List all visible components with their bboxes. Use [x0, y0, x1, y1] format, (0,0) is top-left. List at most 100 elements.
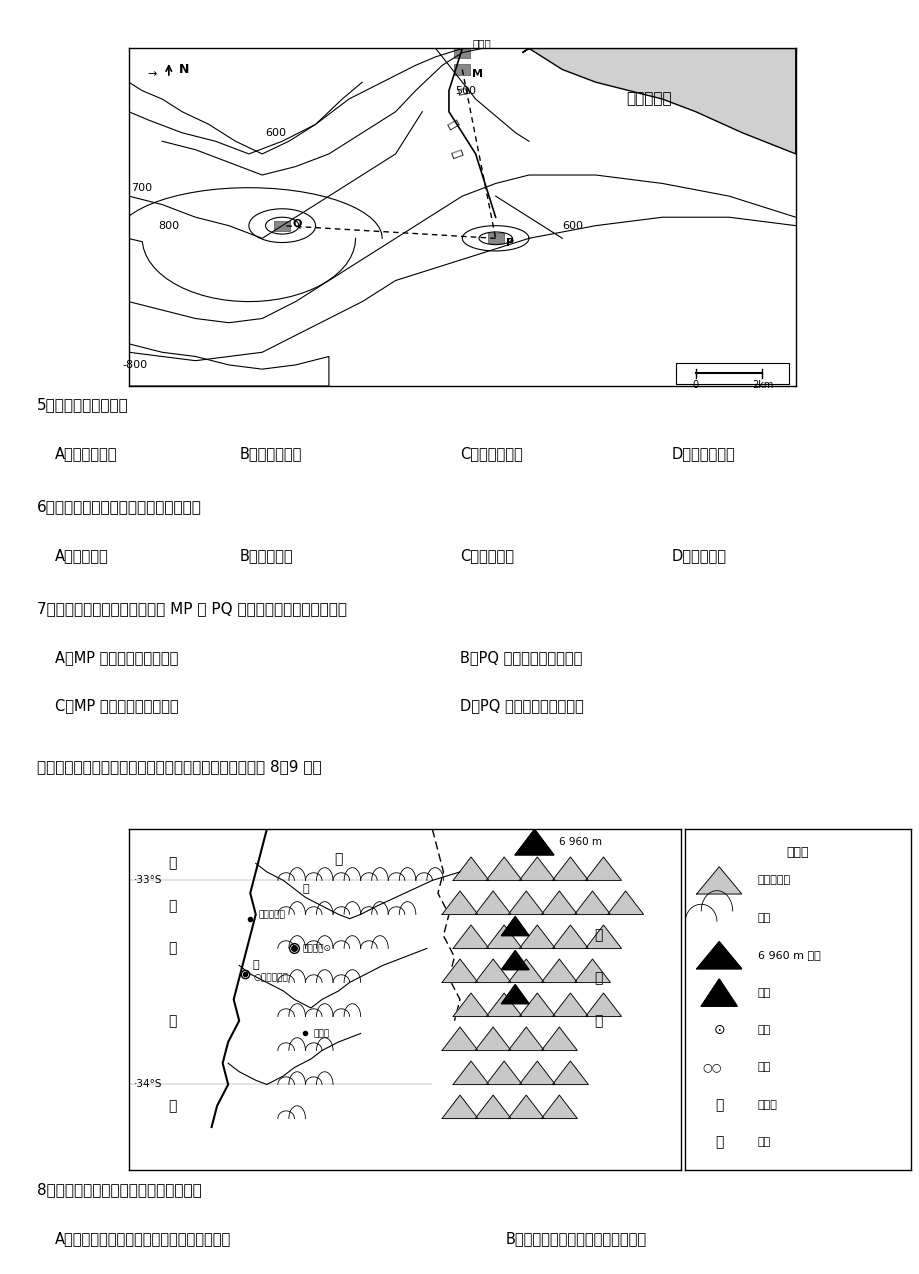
Text: 甲: 甲: [301, 884, 309, 894]
Text: 平: 平: [168, 899, 177, 913]
Text: A．MP 段地势起伏相对较大: A．MP 段地势起伏相对较大: [55, 650, 178, 665]
Polygon shape: [519, 925, 555, 948]
Polygon shape: [442, 959, 478, 982]
Text: D．古镇街巷: D．古镇街巷: [671, 548, 726, 563]
Bar: [274, 220, 289, 231]
Text: 7．据图分析和计算，关于索道 MP 和 PQ 段的下列结论可能正确的是: 7．据图分析和计算，关于索道 MP 和 PQ 段的下列结论可能正确的是: [37, 601, 346, 617]
Polygon shape: [696, 941, 741, 968]
Text: ·34°S: ·34°S: [134, 1079, 163, 1089]
Text: D．东南向西北: D．东南向西北: [671, 446, 734, 461]
Text: 廷: 廷: [593, 1014, 602, 1028]
Polygon shape: [453, 857, 489, 880]
Text: B．东北向西南: B．东北向西南: [239, 446, 301, 461]
Text: B．湖畔午阳: B．湖畔午阳: [239, 548, 292, 563]
Text: 城市: 城市: [756, 1063, 770, 1073]
Text: 兰卡瓜: 兰卡瓜: [313, 1029, 330, 1038]
Text: 火山: 火山: [756, 987, 770, 998]
Text: 太: 太: [168, 856, 177, 870]
Bar: [487, 233, 503, 243]
Text: C．MP 段运行时间相对较长: C．MP 段运行时间相对较长: [55, 698, 178, 713]
Polygon shape: [453, 992, 489, 1017]
Text: 首都: 首都: [756, 1026, 770, 1034]
Text: 6．该景区图示地区内可以游览的景色有: 6．该景区图示地区内可以游览的景色有: [37, 499, 201, 515]
Text: ·33°S: ·33°S: [134, 875, 163, 885]
Polygon shape: [501, 950, 528, 970]
Text: C．湖光山色: C．湖光山色: [460, 548, 514, 563]
Text: 洋: 洋: [168, 941, 177, 956]
Polygon shape: [475, 891, 511, 915]
Text: 圣地亚哥⊙: 圣地亚哥⊙: [302, 944, 332, 953]
Text: 利: 利: [168, 1098, 177, 1112]
Text: 丙: 丙: [168, 1014, 177, 1028]
Polygon shape: [442, 1027, 478, 1051]
Polygon shape: [519, 1061, 555, 1084]
Polygon shape: [541, 959, 577, 982]
Polygon shape: [475, 1096, 511, 1119]
Bar: [454, 65, 470, 75]
Text: ○圣安东尼奥: ○圣安东尼奥: [253, 973, 288, 982]
Text: B．PQ 段容易遭受山洪摧毁: B．PQ 段容易遭受山洪摧毁: [460, 650, 582, 665]
Bar: [675, 363, 789, 383]
Text: Q: Q: [292, 219, 301, 228]
Text: D．PQ 段运行时间相对较长: D．PQ 段运行时间相对较长: [460, 698, 584, 713]
Text: C．西北向东南: C．西北向东南: [460, 446, 522, 461]
Text: 丘陵: 丘陵: [756, 912, 770, 922]
Text: 700: 700: [131, 182, 153, 192]
Polygon shape: [607, 891, 643, 915]
Polygon shape: [442, 891, 478, 915]
Text: 乙: 乙: [252, 961, 259, 971]
Polygon shape: [442, 1096, 478, 1119]
Polygon shape: [515, 829, 553, 855]
Polygon shape: [486, 925, 522, 948]
Polygon shape: [508, 891, 544, 915]
Polygon shape: [486, 857, 522, 880]
Text: 水: 水: [455, 85, 469, 96]
Polygon shape: [541, 1027, 577, 1051]
Text: 800: 800: [158, 220, 179, 231]
Text: 2km: 2km: [751, 380, 772, 390]
Polygon shape: [552, 857, 588, 880]
Text: 清: 清: [448, 148, 462, 159]
Text: 瓦尔帕莱索: 瓦尔帕莱索: [258, 910, 285, 919]
Polygon shape: [519, 857, 555, 880]
Text: ○○: ○○: [702, 1063, 721, 1073]
Text: 600: 600: [265, 127, 286, 138]
Text: P: P: [505, 237, 513, 247]
Text: ～: ～: [714, 1098, 722, 1112]
Polygon shape: [585, 925, 621, 948]
Polygon shape: [501, 985, 528, 1004]
Text: 6 960 m: 6 960 m: [559, 837, 602, 847]
Text: 8．下列关于图示区域的叙述，正确的是: 8．下列关于图示区域的叙述，正确的是: [37, 1182, 201, 1198]
Polygon shape: [475, 959, 511, 982]
Text: A．甲、乙、丙三条河流夏季的防洪任务最重: A．甲、乙、丙三条河流夏季的防洪任务最重: [55, 1231, 232, 1246]
Polygon shape: [486, 992, 522, 1017]
Text: ～: ～: [714, 1135, 722, 1149]
Text: 卧　龙　湖: 卧 龙 湖: [626, 92, 671, 107]
Text: 图　例: 图 例: [786, 846, 809, 860]
Polygon shape: [552, 992, 588, 1017]
Polygon shape: [501, 916, 528, 935]
Text: M: M: [471, 69, 482, 79]
Text: 阿: 阿: [593, 929, 602, 943]
Text: 智利位于南美洲西南部，地形、气候复杂多样。读图回答 8－9 题。: 智利位于南美洲西南部，地形、气候复杂多样。读图回答 8－9 题。: [37, 759, 321, 775]
Polygon shape: [522, 48, 795, 154]
Polygon shape: [700, 978, 736, 1006]
Text: 5．图中清水溪流向是: 5．图中清水溪流向是: [37, 397, 129, 413]
Text: N: N: [178, 62, 189, 76]
Polygon shape: [453, 1061, 489, 1084]
Bar: [454, 47, 470, 57]
Text: 售票处: 售票处: [471, 38, 491, 48]
Polygon shape: [519, 992, 555, 1017]
Polygon shape: [475, 1027, 511, 1051]
Polygon shape: [541, 1096, 577, 1119]
Text: B．植被类型主要是温带落叶阔叶林: B．植被类型主要是温带落叶阔叶林: [505, 1231, 646, 1246]
Text: 溪: 溪: [444, 118, 460, 131]
Polygon shape: [696, 866, 741, 894]
Polygon shape: [508, 1027, 544, 1051]
Text: 500: 500: [455, 85, 476, 96]
Text: →: →: [147, 69, 156, 79]
Polygon shape: [585, 992, 621, 1017]
Polygon shape: [574, 891, 610, 915]
Text: 安第斯山脉: 安第斯山脉: [756, 875, 789, 885]
Polygon shape: [585, 857, 621, 880]
